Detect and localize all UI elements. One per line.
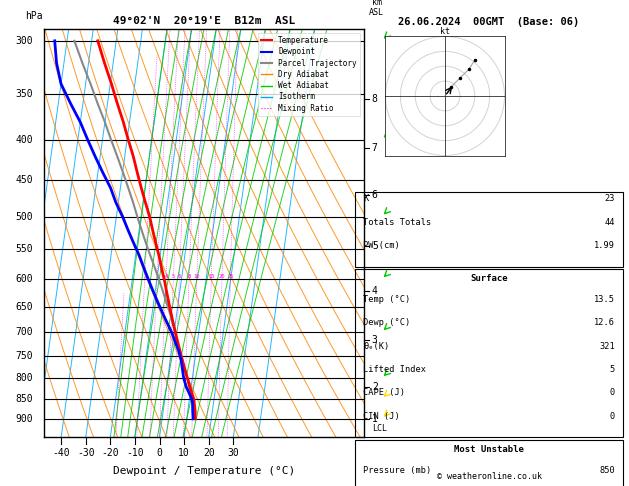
Text: 2: 2 (143, 274, 147, 279)
Text: 800: 800 (15, 373, 33, 383)
Text: 5: 5 (172, 274, 175, 279)
Text: -30: -30 (77, 448, 94, 458)
Text: -10: -10 (126, 448, 143, 458)
Text: 1.99: 1.99 (594, 241, 615, 250)
Text: -40: -40 (52, 448, 70, 458)
Text: 30: 30 (228, 448, 239, 458)
Text: Lifted Index: Lifted Index (363, 365, 426, 374)
Text: 25: 25 (227, 274, 233, 279)
Text: 1: 1 (372, 414, 377, 424)
Text: km
ASL: km ASL (369, 0, 384, 17)
Text: 0: 0 (610, 412, 615, 421)
Text: 2: 2 (372, 382, 377, 392)
Text: 850: 850 (599, 466, 615, 475)
Text: 0: 0 (157, 448, 162, 458)
Text: 23: 23 (604, 194, 615, 204)
Text: hPa: hPa (25, 11, 43, 21)
Text: 450: 450 (15, 175, 33, 185)
Text: 10: 10 (178, 448, 190, 458)
Text: 550: 550 (15, 244, 33, 254)
Text: 300: 300 (15, 36, 33, 46)
Text: 5: 5 (610, 365, 615, 374)
Text: CIN (J): CIN (J) (363, 412, 400, 421)
Text: 8: 8 (187, 274, 191, 279)
Text: 700: 700 (15, 328, 33, 337)
Text: 0: 0 (610, 388, 615, 398)
Text: 20: 20 (203, 448, 214, 458)
Text: 12.6: 12.6 (594, 318, 615, 328)
Text: 13.5: 13.5 (594, 295, 615, 304)
Text: 350: 350 (15, 89, 33, 99)
Text: 6: 6 (372, 191, 377, 200)
Text: K: K (363, 194, 369, 204)
Text: 44: 44 (604, 218, 615, 227)
Text: 600: 600 (15, 274, 33, 284)
Bar (355, 192, 623, 267)
Text: Surface: Surface (470, 274, 508, 283)
Text: 900: 900 (15, 414, 33, 424)
Text: Most Unstable: Most Unstable (454, 445, 524, 454)
Text: 400: 400 (15, 135, 33, 145)
Text: 7: 7 (372, 143, 377, 153)
Text: Temp (°C): Temp (°C) (363, 295, 410, 304)
Text: 3: 3 (155, 274, 159, 279)
Text: 20: 20 (219, 274, 225, 279)
Text: 26.06.2024  00GMT  (Base: 06): 26.06.2024 00GMT (Base: 06) (398, 17, 580, 27)
Text: 5: 5 (372, 241, 377, 251)
Text: LCL: LCL (372, 424, 387, 433)
Text: 10: 10 (194, 274, 200, 279)
Text: Totals Totals: Totals Totals (363, 218, 431, 227)
Text: 500: 500 (15, 211, 33, 222)
Text: 15: 15 (208, 274, 214, 279)
Text: Dewpoint / Temperature (°C): Dewpoint / Temperature (°C) (113, 466, 295, 476)
Text: 4: 4 (164, 274, 168, 279)
Text: 321: 321 (599, 342, 615, 351)
Text: 650: 650 (15, 302, 33, 312)
Text: 8: 8 (372, 94, 377, 104)
Text: 850: 850 (15, 394, 33, 404)
Text: 3: 3 (372, 335, 377, 345)
Text: -20: -20 (101, 448, 119, 458)
Text: θₑ(K): θₑ(K) (363, 342, 389, 351)
Text: 750: 750 (15, 351, 33, 361)
Title: kt: kt (440, 27, 450, 35)
Text: PW (cm): PW (cm) (363, 241, 400, 250)
Text: © weatheronline.co.uk: © weatheronline.co.uk (437, 472, 542, 481)
Text: Dewp (°C): Dewp (°C) (363, 318, 410, 328)
Bar (355, 440, 623, 486)
Text: 6: 6 (177, 274, 181, 279)
Text: CAPE (J): CAPE (J) (363, 388, 405, 398)
Text: Pressure (mb): Pressure (mb) (363, 466, 431, 475)
Title: 49°02'N  20°19'E  B12m  ASL: 49°02'N 20°19'E B12m ASL (113, 16, 295, 26)
Text: 4: 4 (372, 286, 377, 295)
Bar (355, 269, 623, 437)
Legend: Temperature, Dewpoint, Parcel Trajectory, Dry Adiabat, Wet Adiabat, Isotherm, Mi: Temperature, Dewpoint, Parcel Trajectory… (258, 33, 360, 116)
